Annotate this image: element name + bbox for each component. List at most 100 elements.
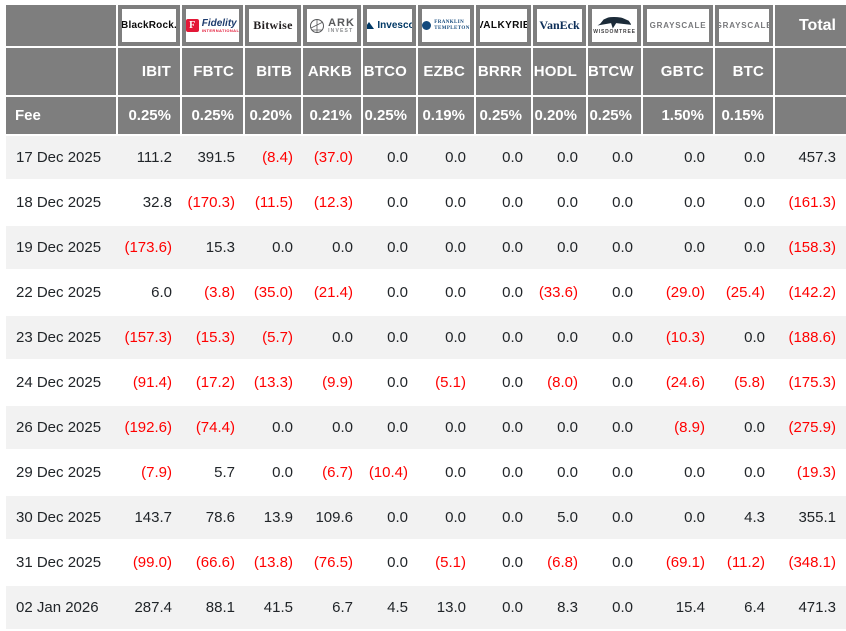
- row-date: 19 Dec 2025: [6, 226, 118, 271]
- fee-ezbc: 0.19%: [418, 97, 476, 136]
- flow-total: 457.3: [775, 136, 846, 181]
- provider-cell-btcw: WISDOMTREE: [588, 5, 643, 48]
- provider-logo-row: BlackRock. F Fidelity INTERNATIONAL Bitwise A…: [6, 5, 846, 48]
- flow-value-bitb: 0.0: [245, 451, 303, 496]
- flow-value-arkb: (37.0): [303, 136, 363, 181]
- flow-value-btc: 6.4: [715, 586, 775, 631]
- flow-value-fbtc: (15.3): [182, 316, 245, 361]
- row-date: 23 Dec 2025: [6, 316, 118, 361]
- flow-value-fbtc: (17.2): [182, 361, 245, 406]
- row-date: 31 Dec 2025: [6, 541, 118, 586]
- blackrock-wordmark: BlackRock.: [122, 20, 176, 31]
- flow-total: (158.3): [775, 226, 846, 271]
- provider-cell-brrr: VALKYRIE: [476, 5, 533, 48]
- flow-value-hodl: 0.0: [533, 406, 588, 451]
- ticker-btco: BTCO: [363, 48, 418, 97]
- ark-name: ARK: [328, 16, 355, 29]
- fee-bitb: 0.20%: [245, 97, 303, 136]
- flow-value-brrr: 0.0: [476, 271, 533, 316]
- flow-value-hodl: (6.8): [533, 541, 588, 586]
- flow-total: 355.1: [775, 496, 846, 541]
- etf-flow-table: BlackRock. F Fidelity INTERNATIONAL Bitwise A…: [6, 5, 846, 631]
- flow-value-ezbc: 0.0: [418, 226, 476, 271]
- flow-value-btco: 0.0: [363, 316, 418, 361]
- flow-value-fbtc: 391.5: [182, 136, 245, 181]
- flow-value-btc: 4.3: [715, 496, 775, 541]
- flow-row: 02 Jan 2026 287.4 88.1 41.5 6.7 4.5 13.0 0.0 8.3…: [6, 586, 846, 631]
- flow-value-arkb: 0.0: [303, 226, 363, 271]
- flow-value-brrr: 0.0: [476, 316, 533, 361]
- flow-value-ibit: 287.4: [118, 586, 182, 631]
- flow-total: 471.3: [775, 586, 846, 631]
- flow-row: 29 Dec 2025 (7.9) 5.7 0.0 (6.7) (10.4) 0.0 0.0 0…: [6, 451, 846, 496]
- ticker-btc: BTC: [715, 48, 775, 97]
- flow-value-ezbc: (5.1): [418, 541, 476, 586]
- flow-row: 22 Dec 2025 6.0 (3.8) (35.0) (21.4) 0.0 0.0 0.0…: [6, 271, 846, 316]
- flow-value-ezbc: 0.0: [418, 271, 476, 316]
- fee-row-label: Fee: [6, 97, 118, 136]
- franklin-line2: TEMPLETON: [434, 25, 470, 31]
- franklin-logo: FRANKLIN TEMPLETON: [422, 9, 470, 42]
- flow-value-gbtc: 15.4: [643, 586, 715, 631]
- flow-total: (188.6): [775, 316, 846, 361]
- franklin-seal-icon: [422, 21, 432, 30]
- flow-value-fbtc: (74.4): [182, 406, 245, 451]
- flow-value-btco: 0.0: [363, 271, 418, 316]
- flow-value-fbtc: 5.7: [182, 451, 245, 496]
- flow-total: (348.1): [775, 541, 846, 586]
- flow-value-btcw: 0.0: [588, 541, 643, 586]
- flow-value-btcw: 0.0: [588, 496, 643, 541]
- flow-value-arkb: (76.5): [303, 541, 363, 586]
- flow-value-ezbc: 0.0: [418, 496, 476, 541]
- flow-value-btc: 0.0: [715, 136, 775, 181]
- ticker-ibit: IBIT: [118, 48, 182, 97]
- provider-cell-hodl: VanEck: [533, 5, 588, 48]
- row-date: 30 Dec 2025: [6, 496, 118, 541]
- flow-value-brrr: 0.0: [476, 451, 533, 496]
- flow-value-brrr: 0.0: [476, 136, 533, 181]
- flow-value-brrr: 0.0: [476, 406, 533, 451]
- flow-value-btcw: 0.0: [588, 271, 643, 316]
- flow-value-fbtc: (66.6): [182, 541, 245, 586]
- ticker-total-spacer: [775, 48, 846, 97]
- flow-value-btco: 0.0: [363, 136, 418, 181]
- flow-value-ibit: (91.4): [118, 361, 182, 406]
- flow-value-bitb: (8.4): [245, 136, 303, 181]
- flow-value-btc: (5.8): [715, 361, 775, 406]
- flow-total: (19.3): [775, 451, 846, 496]
- ticker-fbtc: FBTC: [182, 48, 245, 97]
- flow-total: (142.2): [775, 271, 846, 316]
- flow-value-gbtc: 0.0: [643, 226, 715, 271]
- fee-row: Fee 0.25% 0.25% 0.20% 0.21% 0.25% 0.19% 0.25% 0.…: [6, 97, 846, 136]
- flow-total: (161.3): [775, 181, 846, 226]
- ticker-row: IBIT FBTC BITB ARKB BTCO EZBC BRRR HODL BTCW GBTC…: [6, 48, 846, 97]
- flow-value-ezbc: 0.0: [418, 136, 476, 181]
- flow-value-brrr: 0.0: [476, 586, 533, 631]
- table-header: BlackRock. F Fidelity INTERNATIONAL Bitwise A…: [6, 5, 846, 136]
- table-body: 17 Dec 2025 111.2 391.5 (8.4) (37.0) 0.0 0.0 0.…: [6, 136, 846, 631]
- flow-value-hodl: 5.0: [533, 496, 588, 541]
- flow-value-ibit: 32.8: [118, 181, 182, 226]
- flow-value-btco: 0.0: [363, 226, 418, 271]
- ticker-hodl: HODL: [533, 48, 588, 97]
- fee-fbtc: 0.25%: [182, 97, 245, 136]
- flow-value-hodl: 0.0: [533, 451, 588, 496]
- fee-arkb: 0.21%: [303, 97, 363, 136]
- ticker-arkb: ARKB: [303, 48, 363, 97]
- vaneck-wordmark: VanEck: [539, 18, 580, 32]
- provider-cell-arkb: ARK INVEST: [303, 5, 363, 48]
- flow-value-btco: (10.4): [363, 451, 418, 496]
- fidelity-subtext: INTERNATIONAL: [201, 27, 239, 33]
- flow-value-bitb: (13.8): [245, 541, 303, 586]
- flow-value-btco: 0.0: [363, 181, 418, 226]
- provider-cell-bitb: Bitwise: [245, 5, 303, 48]
- wisdomtree-logo: WISDOMTREE: [592, 9, 637, 42]
- flow-value-arkb: 0.0: [303, 316, 363, 361]
- flow-value-ibit: 143.7: [118, 496, 182, 541]
- flow-value-gbtc: (8.9): [643, 406, 715, 451]
- flow-row: 26 Dec 2025 (192.6) (74.4) 0.0 0.0 0.0 0.0 0.0 0…: [6, 406, 846, 451]
- flow-value-btco: 0.0: [363, 361, 418, 406]
- flow-value-btcw: 0.0: [588, 361, 643, 406]
- flow-row: 17 Dec 2025 111.2 391.5 (8.4) (37.0) 0.0 0.0 0.…: [6, 136, 846, 181]
- flow-value-ezbc: 0.0: [418, 451, 476, 496]
